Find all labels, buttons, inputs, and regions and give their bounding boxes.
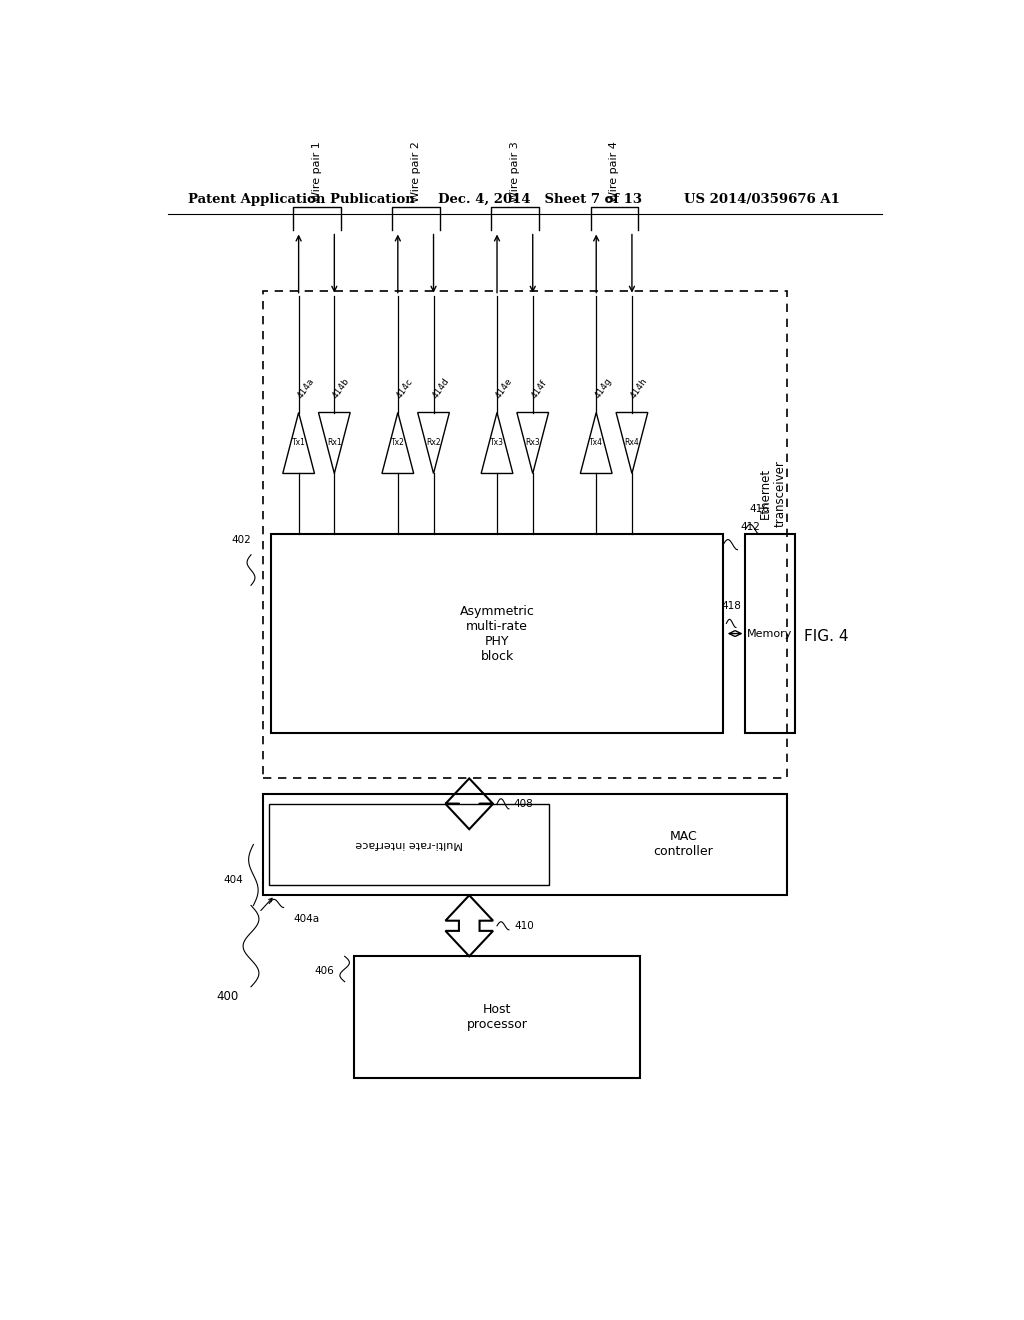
Text: Tx3: Tx3 <box>490 438 504 447</box>
Text: 414g: 414g <box>593 376 613 400</box>
Text: US 2014/0359676 A1: US 2014/0359676 A1 <box>684 193 840 206</box>
Text: 400: 400 <box>216 990 239 1003</box>
Bar <box>263 290 786 779</box>
Text: 414b: 414b <box>331 376 351 400</box>
Text: 416: 416 <box>750 504 769 515</box>
Text: 402: 402 <box>231 535 251 545</box>
Bar <box>354 956 640 1078</box>
Text: Rx2: Rx2 <box>426 438 441 447</box>
Text: Rx4: Rx4 <box>625 438 639 447</box>
Text: Asymmetric
multi-rate
PHY
block: Asymmetric multi-rate PHY block <box>460 605 535 663</box>
Text: Wire pair 1: Wire pair 1 <box>312 141 322 202</box>
Text: 414f: 414f <box>529 379 549 400</box>
Text: Multi-rate interface: Multi-rate interface <box>355 840 463 850</box>
Text: Patent Application Publication: Patent Application Publication <box>187 193 415 206</box>
Text: Tx1: Tx1 <box>292 438 305 447</box>
Bar <box>270 535 723 733</box>
Text: 412: 412 <box>740 523 761 532</box>
Text: 414c: 414c <box>394 378 415 400</box>
Text: Memory: Memory <box>748 628 793 639</box>
Text: 410: 410 <box>514 921 535 931</box>
Text: FIG. 4: FIG. 4 <box>804 628 849 644</box>
Text: 414d: 414d <box>430 376 451 400</box>
Bar <box>269 804 549 886</box>
Text: 414e: 414e <box>494 376 514 400</box>
Text: 408: 408 <box>514 799 534 809</box>
Text: 404a: 404a <box>293 913 319 924</box>
Bar <box>263 793 786 895</box>
Text: MAC
controller: MAC controller <box>653 830 714 858</box>
Text: 418: 418 <box>721 601 741 611</box>
Text: 414h: 414h <box>629 376 649 400</box>
Bar <box>745 535 795 733</box>
Text: Rx1: Rx1 <box>327 438 342 447</box>
Text: Tx4: Tx4 <box>589 438 603 447</box>
Text: Host
processor: Host processor <box>467 1003 527 1031</box>
Text: Tx2: Tx2 <box>391 438 404 447</box>
Text: Wire pair 4: Wire pair 4 <box>609 141 620 202</box>
Text: 406: 406 <box>314 966 334 977</box>
Text: Wire pair 3: Wire pair 3 <box>510 141 520 202</box>
Text: Rx3: Rx3 <box>525 438 540 447</box>
Text: 414a: 414a <box>296 376 315 400</box>
Text: Dec. 4, 2014   Sheet 7 of 13: Dec. 4, 2014 Sheet 7 of 13 <box>437 193 641 206</box>
Text: Wire pair 2: Wire pair 2 <box>411 141 421 202</box>
Text: 404: 404 <box>223 875 243 884</box>
Text: Ethernet
transceiver: Ethernet transceiver <box>759 461 786 527</box>
